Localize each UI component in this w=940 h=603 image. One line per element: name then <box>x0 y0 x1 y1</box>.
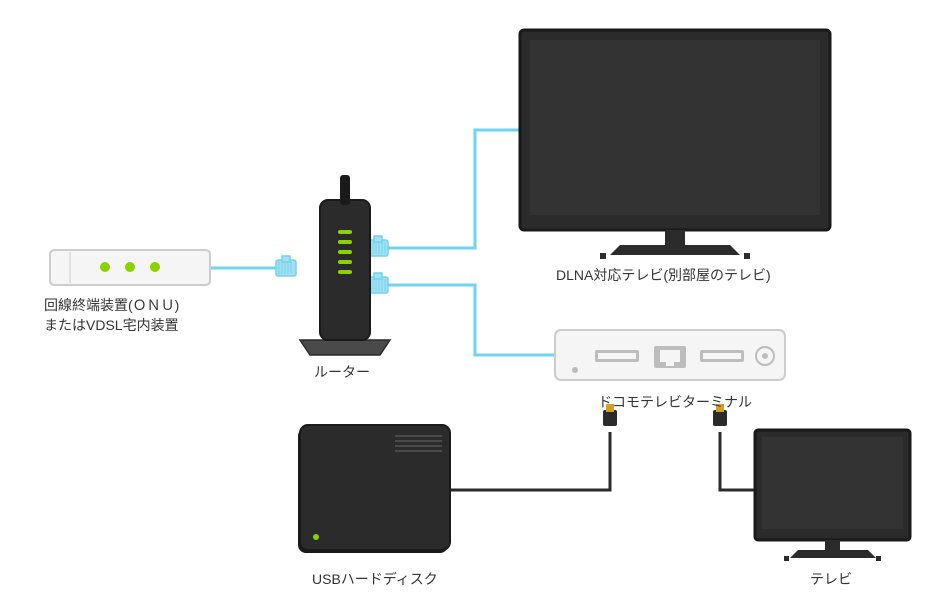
cable-router-terminal <box>380 285 555 355</box>
docomo-terminal-label: ドコモテレビターミナル <box>598 393 752 413</box>
router-label: ルーター <box>314 363 370 383</box>
docomo-terminal-device <box>555 330 785 380</box>
onu-device <box>50 250 210 285</box>
onu-label: 回線終端装置(ＯＮＵ) またはVDSL宅内装置 <box>44 296 179 335</box>
cable-terminal-tv <box>720 432 758 490</box>
dlna-tv-label: DLNA対応テレビ(別部屋のテレビ) <box>556 266 771 286</box>
onu-label-line1: 回線終端装置(ＯＮＵ) <box>44 297 179 313</box>
router-device <box>300 175 390 355</box>
dlna-tv-device <box>520 30 830 259</box>
rj45-plug-1 <box>276 256 296 276</box>
cable-router-dlna <box>380 130 520 248</box>
usb-hdd-device <box>298 425 450 553</box>
dark-cables <box>450 404 758 490</box>
usb-hdd-label: USBハードディスク <box>312 570 438 590</box>
onu-label-line2: またはVDSL宅内装置 <box>44 317 179 333</box>
tv-device <box>755 430 910 561</box>
cable-hdd-terminal <box>450 432 610 490</box>
tv-label: テレビ <box>810 570 852 590</box>
